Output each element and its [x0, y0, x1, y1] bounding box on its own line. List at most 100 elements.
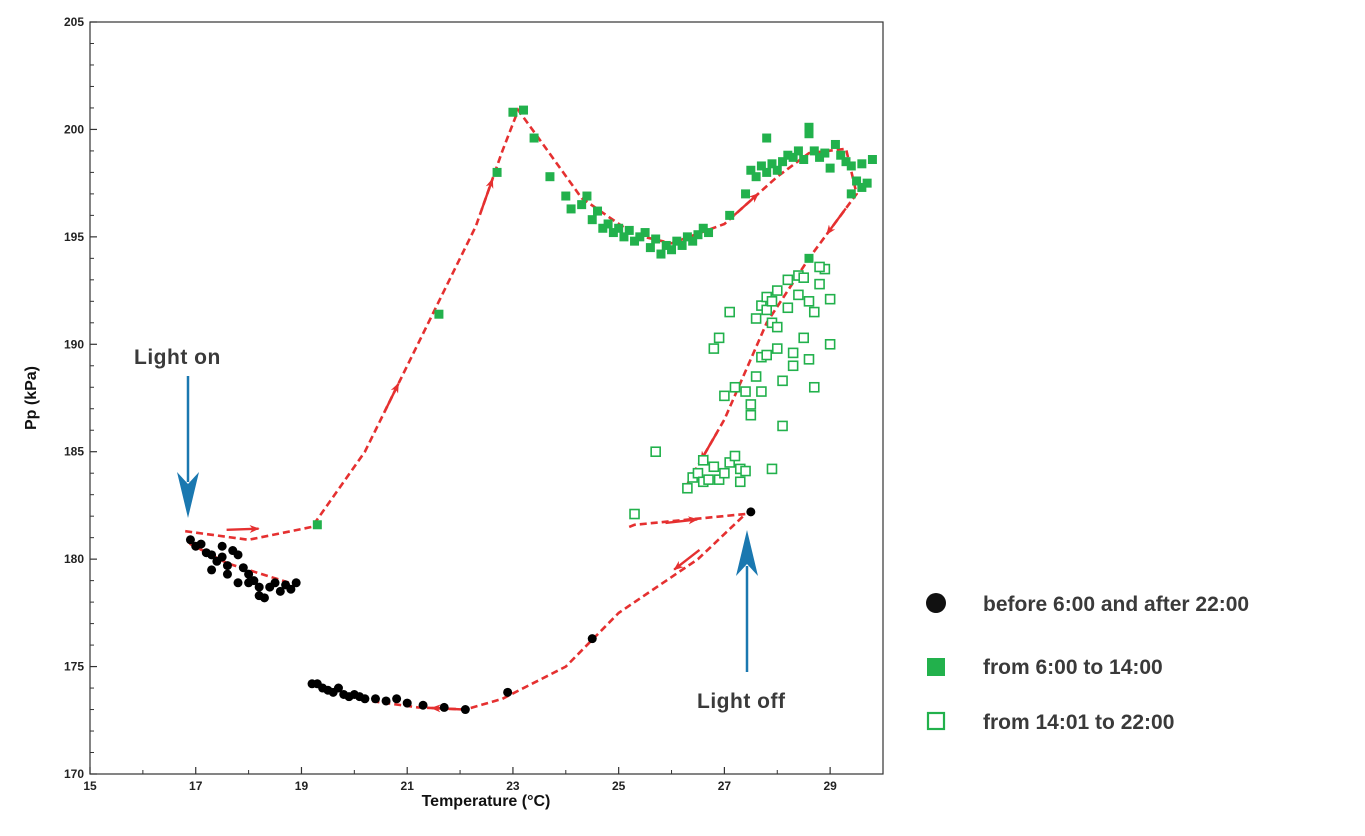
point-night: [217, 552, 227, 562]
point-morning: [635, 232, 645, 242]
point-morning: [788, 152, 798, 162]
point-morning: [598, 223, 608, 233]
point-night: [291, 578, 301, 588]
point-afternoon: [724, 306, 735, 318]
trajectory-arrow: [480, 178, 494, 210]
legend-item-night: before 6:00 and after 22:00: [926, 593, 1249, 616]
y-tick-label: 190: [64, 337, 84, 351]
point-night: [249, 576, 259, 586]
y-tick-label: 170: [64, 767, 84, 781]
point-afternoon: [729, 381, 741, 393]
point-morning: [693, 230, 703, 240]
y-tick-label: 185: [64, 445, 84, 459]
legend-filled-square-marker: [927, 658, 945, 676]
point-night: [233, 550, 243, 560]
trajectory-arrow: [383, 382, 400, 413]
point-morning: [661, 240, 671, 250]
point-morning: [852, 176, 862, 186]
point-morning: [677, 240, 687, 250]
point-morning: [741, 189, 751, 199]
point-night: [254, 582, 264, 592]
y-axis-title: Pp (kPa): [23, 366, 40, 430]
point-morning: [312, 520, 322, 530]
point-night: [381, 696, 391, 706]
point-afternoon: [766, 296, 778, 307]
legend: before 6:00 and after 22:00 from 6:00 to…: [926, 593, 1249, 734]
point-night: [286, 584, 296, 594]
point-morning: [746, 165, 756, 175]
point-morning: [630, 236, 640, 246]
point-morning: [751, 172, 761, 182]
point-morning: [804, 122, 814, 132]
point-morning: [667, 245, 677, 255]
point-morning: [582, 191, 592, 201]
point-afternoon: [771, 285, 783, 296]
legend-item-morning: from 6:00 to 14:00: [927, 656, 1163, 679]
point-morning: [825, 163, 835, 173]
point-night: [222, 561, 232, 571]
axis-ticks: 15 17 19 21 23 25 27 29 170 175 180 185 190 195 200 205: [64, 15, 884, 793]
legend-label-morning: from 6:00 to 14:00: [983, 656, 1163, 679]
point-afternoon: [803, 296, 815, 307]
point-morning: [783, 150, 793, 160]
point-morning: [762, 167, 772, 177]
point-afternoon: [740, 386, 751, 397]
point-afternoon: [697, 455, 709, 466]
point-afternoon: [766, 463, 778, 475]
y-tick-label: 205: [64, 15, 84, 29]
point-morning: [698, 223, 708, 233]
legend-label-night: before 6:00 and after 22:00: [983, 593, 1249, 616]
point-afternoon: [682, 482, 693, 494]
legend-label-afternoon: from 14:01 to 22:00: [983, 711, 1174, 734]
point-night: [402, 698, 412, 708]
point-afternoon: [750, 371, 762, 382]
point-morning: [862, 178, 872, 188]
x-tick-label: 17: [189, 779, 203, 793]
light-on-label: Light on: [134, 346, 221, 369]
point-afternoon: [629, 508, 640, 520]
point-morning: [725, 210, 735, 220]
point-afternoon: [729, 450, 741, 462]
point-afternoon: [761, 349, 772, 361]
trajectory-arrow: [825, 207, 847, 236]
point-morning: [614, 223, 624, 233]
point-morning: [593, 206, 603, 216]
point-afternoon: [808, 381, 820, 393]
point-afternoon: [692, 467, 704, 479]
point-morning: [704, 228, 714, 238]
point-morning: [651, 234, 661, 244]
x-tick-label: 19: [295, 779, 309, 793]
point-night: [196, 539, 206, 549]
point-afternoon: [777, 420, 788, 432]
point-morning: [603, 219, 613, 229]
point-afternoon: [798, 272, 810, 283]
point-night: [503, 687, 513, 697]
point-night: [418, 700, 428, 710]
trajectory-arrow: [733, 192, 760, 216]
point-morning: [566, 204, 576, 214]
data-points-layer: [185, 105, 877, 715]
point-morning: [778, 157, 788, 167]
point-afternoon: [719, 467, 730, 479]
y-tick-label: 180: [64, 552, 84, 566]
point-afternoon: [756, 386, 767, 397]
point-morning: [804, 129, 814, 139]
point-afternoon: [787, 360, 799, 372]
point-morning: [836, 150, 846, 160]
point-night: [270, 578, 280, 588]
legend-item-afternoon: from 14:01 to 22:00: [926, 711, 1174, 734]
x-tick-label: 15: [83, 779, 97, 793]
point-morning: [645, 243, 655, 253]
point-afternoon: [787, 347, 799, 359]
point-afternoon: [777, 375, 788, 387]
point-morning: [688, 236, 698, 246]
point-afternoon: [713, 332, 725, 344]
point-night: [185, 535, 195, 545]
point-afternoon: [734, 476, 746, 488]
point-night: [460, 705, 470, 715]
point-morning: [545, 172, 555, 182]
point-morning: [519, 105, 529, 115]
point-morning: [619, 232, 629, 242]
point-night: [207, 565, 217, 575]
